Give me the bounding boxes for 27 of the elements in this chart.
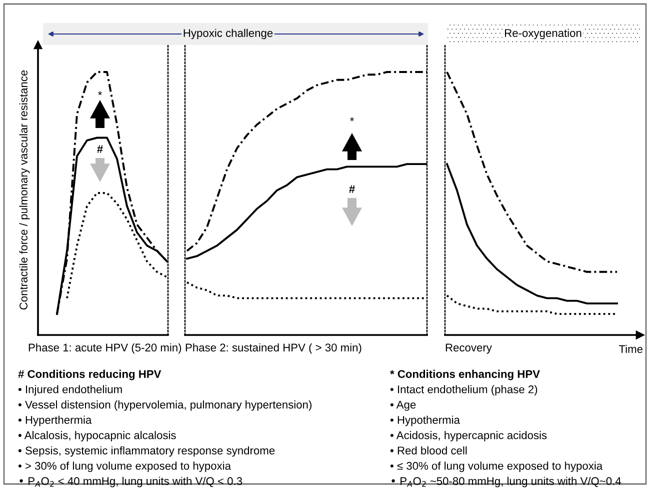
text: • Hypothermia (390, 416, 460, 426)
text: • Alcalosis, hypocapnic alcalosis (18, 431, 176, 442)
text: # Conditions reducing HPV (18, 370, 162, 380)
text: • ≤ 30% of lung volume exposed to hypoxia (390, 462, 603, 472)
annotation: # (349, 185, 355, 193)
text: • Vessel distension (hypervolemia, pulmonary hypertension) (18, 400, 312, 411)
text: • Acidosis, hypercapnic acidosis (390, 431, 547, 442)
text: Hypoxic challenge (184, 28, 273, 40)
text: • Injured endothelium (18, 385, 122, 396)
text: Re-oxygenation (505, 28, 582, 40)
text: * Conditions enhancing HPV (390, 370, 540, 380)
text: • > 30% of lung volume exposed to hypoxia (18, 462, 231, 472)
x-axis-title: Recovery (446, 344, 492, 354)
text: • Age (390, 400, 416, 411)
text: • Hyperthermia (18, 416, 92, 426)
text: • Sepsis, systemic inflammatory response syndrome (18, 446, 275, 457)
text: • P$_{A}$O$_{2}$ < 40 mmHg, lung units with V/Q < 0.3 (20, 476, 242, 488)
y-axis-title: Contractile force / pulmonary vascular resistance (19, 70, 30, 310)
text: • Red blood cell (390, 446, 467, 454)
text: • P$_{A}$O$_{2}$ ~50-80 mmHg, lung units with V/Q~0.4 (392, 476, 621, 488)
text: • Intact endothelium (phase 2) (390, 385, 538, 396)
annotation: * (98, 91, 102, 96)
text: Time (618, 344, 643, 353)
x-axis-title: Phase 2: sustained HPV ( > 30 min) (186, 343, 362, 354)
annotation: # (97, 145, 103, 153)
x-axis-title: Phase 1: acute HPV (5-20 min) (28, 343, 182, 354)
annotation: * (350, 117, 354, 122)
